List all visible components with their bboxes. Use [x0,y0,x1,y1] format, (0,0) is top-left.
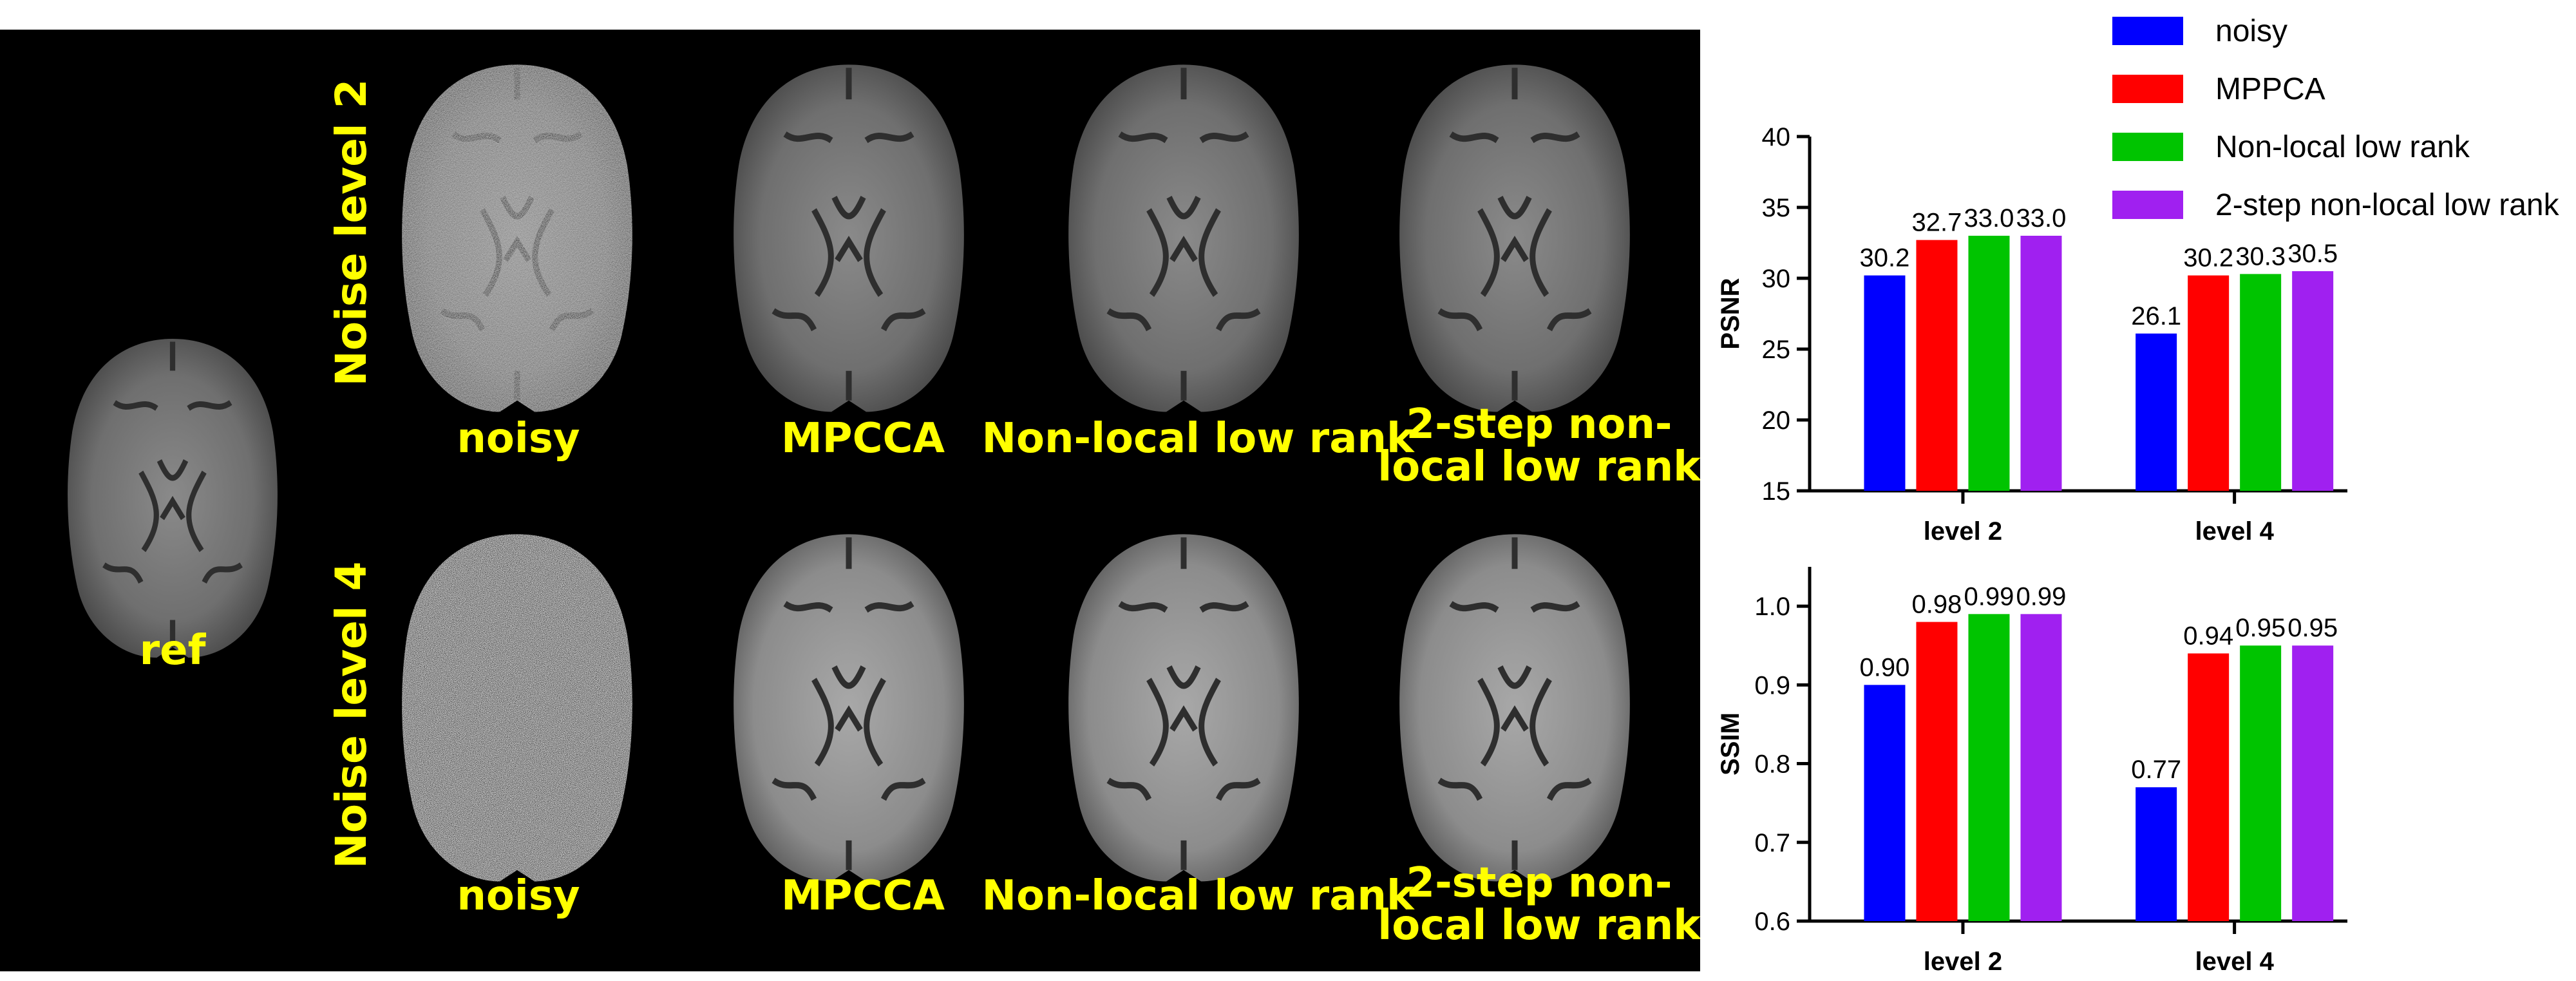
caption-mpcca-level4: MPCCA [781,872,945,920]
y-tick-label: 0.7 [1754,829,1790,857]
mpcca-level4-brain-image [734,534,964,882]
data-label: 26.1 [2131,302,2181,330]
caption-noisy-level2: noisy [457,415,580,462]
legend-label-2-step-non-local-low-rank: 2-step non-local low rank [2215,188,2560,222]
x-category-label: level 2 [1924,948,2002,976]
twostep-level4-brain-image [1399,534,1630,882]
row-label-noise-level-2: Noise level 2 [327,79,376,386]
bar-mppca-level-4 [2188,275,2230,491]
legend-swatch-mppca [2112,75,2183,103]
data-label: 33.0 [1964,204,2014,233]
legend-swatch-non-local-low-rank [2112,133,2183,161]
noisy-level2-brain-image [402,64,632,412]
y-tick-label: 30 [1762,265,1791,293]
caption-mpcca-level2: MPCCA [781,415,945,462]
data-label: 0.90 [1860,653,1910,681]
data-label: 30.3 [2235,242,2286,271]
data-label: 0.94 [2183,622,2233,650]
nonlocal-level2-brain-image [1068,64,1299,412]
y-axis-label: PSNR [1716,278,1745,349]
data-label: 30.2 [2183,244,2233,272]
y-tick-label: 35 [1762,194,1791,222]
brain-image-svg: Noise level 2 Noise level 4 ref noisy MP… [68,64,1701,949]
data-label: 30.2 [1860,244,1910,272]
data-label: 30.5 [2287,240,2338,268]
bar-mppca-level-4 [2188,653,2230,921]
bar-2-step-non-local-low-rank-level-2 [2020,236,2062,491]
data-label: 0.95 [2235,614,2286,642]
y-tick-label: 20 [1762,406,1791,435]
bar-non-local-low-rank-level-2 [1968,614,2010,921]
bar-noisy-level-2 [1864,685,1906,921]
data-label: 0.98 [1912,591,1962,619]
y-tick-label: 1.0 [1754,593,1790,621]
bar-mppca-level-2 [1916,622,1958,921]
twostep-level2-brain-image [1399,64,1630,412]
legend-label-mppca: MPPCA [2215,72,2325,106]
bar-non-local-low-rank-level-4 [2240,645,2282,921]
caption-ref: ref [140,627,207,674]
y-tick-label: 0.8 [1754,750,1790,779]
noisy-level4-brain-image [402,534,632,882]
legend-label-non-local-low-rank: Non-local low rank [2215,130,2470,164]
data-label: 0.95 [2287,614,2338,642]
caption-twostep-level4-line1: 2-step non- [1406,859,1672,907]
brain-image-panel: Noise level 2 Noise level 4 ref noisy MP… [0,30,1701,971]
mpcca-level2-brain-image [734,64,964,412]
bar-non-local-low-rank-level-2 [1968,236,2010,491]
ref-brain-image [68,339,278,658]
legend-swatch-2-step-non-local-low-rank [2112,191,2183,219]
y-axis-label: SSIM [1716,712,1745,776]
bar-non-local-low-rank-level-4 [2240,274,2282,491]
caption-noisy-level4: noisy [457,872,580,920]
data-label: 32.7 [1912,209,1962,237]
caption-twostep-level2-line2: local low rank [1378,443,1700,491]
y-tick-label: 0.9 [1754,671,1790,700]
bar-noisy-level-4 [2136,333,2177,491]
y-tick-label: 25 [1762,336,1791,364]
bar-charts: noisy MPPCA Non-local low rank 2-step non-l… [1716,14,2560,976]
row-label-noise-level-4: Noise level 4 [327,562,376,869]
caption-nonlocal-level4: Non-local low rank [981,872,1415,920]
data-label: 0.99 [2016,582,2067,611]
bar-2-step-non-local-low-rank-level-4 [2292,645,2334,921]
data-label: 0.99 [1964,582,2014,611]
bar-noisy-level-4 [2136,787,2177,921]
bar-2-step-non-local-low-rank-level-4 [2292,271,2334,491]
y-tick-label: 0.6 [1754,908,1790,936]
data-label: 33.0 [2016,204,2067,233]
bar-mppca-level-2 [1916,240,1958,491]
legend: noisy MPPCA Non-local low rank 2-step non-l… [2112,14,2560,222]
x-category-label: level 2 [1924,517,2002,546]
caption-twostep-level4-line2: local low rank [1378,902,1700,949]
legend-label-noisy: noisy [2215,14,2287,48]
y-tick-label: 40 [1762,123,1791,151]
y-tick-label: 15 [1762,477,1791,506]
data-label: 0.77 [2131,756,2181,784]
legend-swatch-noisy [2112,17,2183,45]
nonlocal-level4-brain-image [1068,534,1299,882]
bar-2-step-non-local-low-rank-level-2 [2020,614,2062,921]
caption-nonlocal-level2: Non-local low rank [981,415,1415,462]
x-category-label: level 4 [2195,948,2274,976]
bar-noisy-level-2 [1864,275,1906,491]
caption-twostep-level2-line1: 2-step non- [1406,401,1672,448]
x-category-label: level 4 [2195,517,2274,546]
